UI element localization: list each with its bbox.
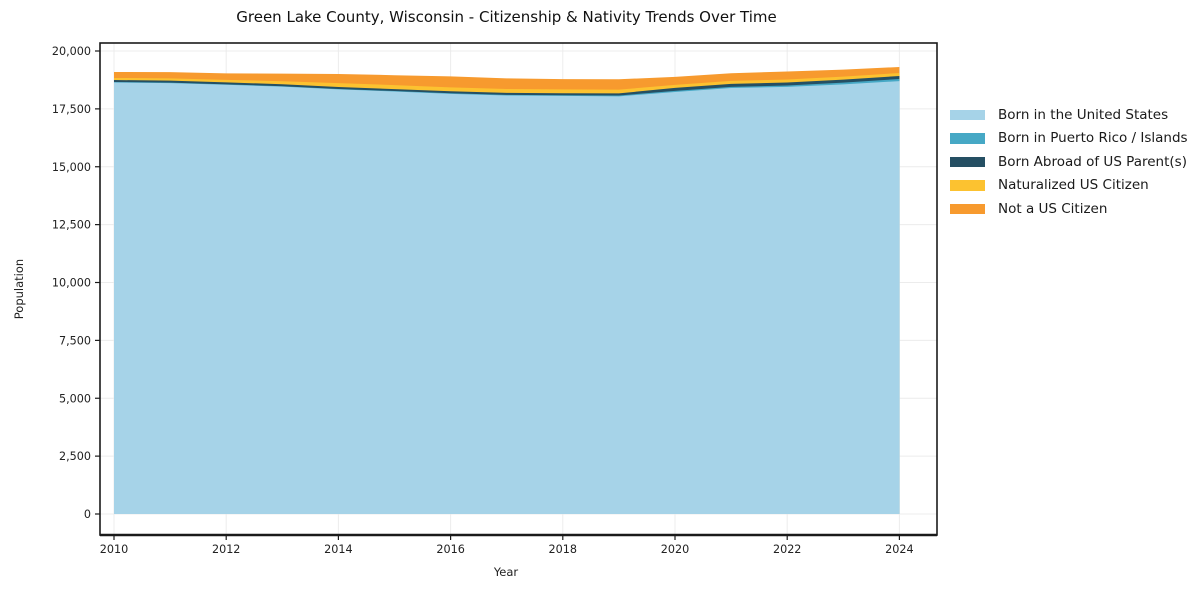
x-tick-label: 2014 xyxy=(324,543,352,556)
legend: Born in the United States Born in Puerto … xyxy=(950,103,1188,221)
x-tick-label: 2022 xyxy=(773,543,801,556)
legend-item-4: Not a US Citizen xyxy=(950,197,1188,221)
x-tick-label: 2020 xyxy=(661,543,689,556)
area-series-0 xyxy=(114,81,900,514)
legend-swatch-icon xyxy=(950,109,985,120)
legend-item-2: Born Abroad of US Parent(s) xyxy=(950,150,1188,174)
x-tick-label: 2016 xyxy=(436,543,464,556)
y-tick-label: 15,000 xyxy=(52,161,91,174)
y-tick-label: 0 xyxy=(84,508,91,521)
legend-label: Born in the United States xyxy=(998,106,1169,123)
stacked-areas xyxy=(114,66,900,515)
legend-label: Born Abroad of US Parent(s) xyxy=(998,153,1187,170)
y-tick-label: 7,500 xyxy=(59,334,91,347)
x-tick-label: 2024 xyxy=(885,543,913,556)
y-tick-label: 5,000 xyxy=(59,392,91,405)
y-tick-label: 20,000 xyxy=(52,45,91,58)
y-tick-label: 2,500 xyxy=(59,450,91,463)
legend-item-1: Born in Puerto Rico / Islands xyxy=(950,127,1188,151)
legend-label: Not a US Citizen xyxy=(998,200,1108,217)
y-tick-label: 12,500 xyxy=(52,219,91,232)
legend-swatch-icon xyxy=(950,156,985,167)
legend-swatch-icon xyxy=(950,203,985,214)
y-tick-label: 10,000 xyxy=(52,277,91,290)
x-tick-label: 2012 xyxy=(212,543,240,556)
x-axis-label: Year xyxy=(493,565,519,579)
chart-title: Green Lake County, Wisconsin - Citizensh… xyxy=(236,8,777,26)
y-axis-label: Population xyxy=(12,258,26,320)
y-tick-label: 17,500 xyxy=(52,103,91,116)
legend-item-0: Born in the United States xyxy=(950,103,1188,127)
legend-swatch-icon xyxy=(950,180,985,191)
legend-label: Born in Puerto Rico / Islands xyxy=(998,130,1188,147)
legend-item-3: Naturalized US Citizen xyxy=(950,174,1188,198)
axes: 2010 2012 2014 2016 2018 2020 2022 2024 0 2,500 5,… xyxy=(52,42,938,556)
legend-label: Naturalized US Citizen xyxy=(998,177,1149,194)
x-tick-label: 2010 xyxy=(100,543,128,556)
legend-swatch-icon xyxy=(950,133,985,144)
x-tick-label: 2018 xyxy=(549,543,577,556)
